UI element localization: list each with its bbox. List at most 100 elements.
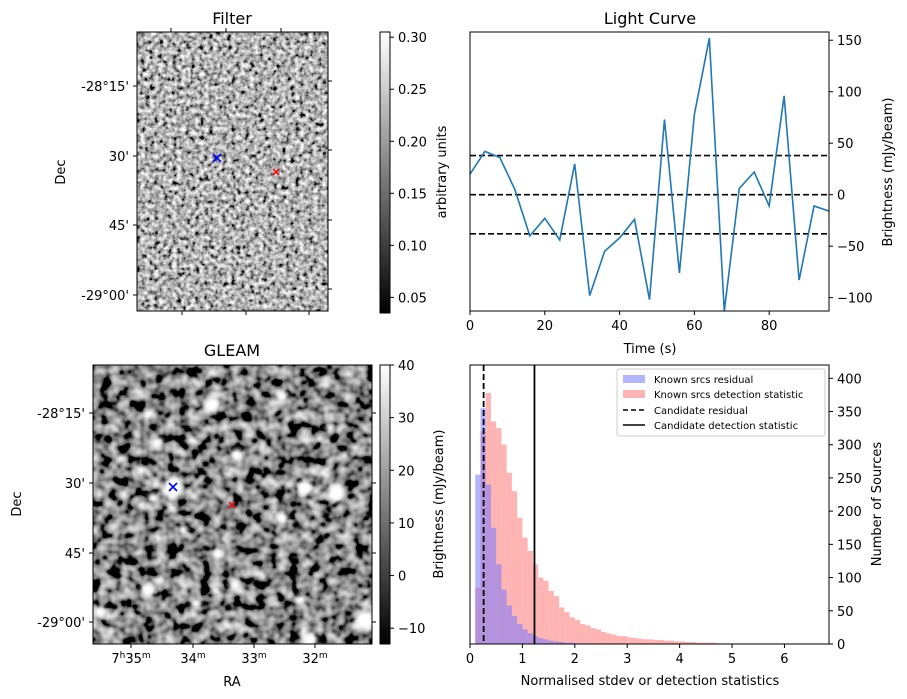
lightcurve-frame — [469, 31, 830, 312]
colorbar-tick-label: 20 — [398, 464, 415, 479]
colorbar-tick-label: 30 — [398, 412, 415, 427]
histogram-bar — [559, 642, 565, 644]
histogram-bar — [658, 640, 664, 644]
dec-tick-label: 45' — [65, 547, 85, 562]
y-tick-label: −100 — [837, 292, 873, 307]
y-tick-label: 50 — [837, 137, 854, 152]
histogram-panel: 0 1 2 3 4 5 6 0 50 100 150 200 250 300 350 400 Normalis… — [466, 364, 885, 689]
y-tick-label: 350 — [837, 406, 862, 421]
filter-panel: Filter -28°15' 30' 45' -29°00' Dec 0.30 0.25… — [54, 9, 450, 315]
histogram-xlabel: Normalised stdev or detection statistics — [521, 674, 780, 689]
histogram-bar — [517, 624, 523, 644]
gleam-ylabel: Dec — [10, 491, 25, 516]
legend-entry: Known srcs residual — [654, 375, 753, 386]
histogram-bar — [538, 577, 544, 644]
histogram-bar — [606, 633, 612, 644]
colorbar-tick-label: −10 — [398, 622, 425, 637]
colorbar-tick-label: 0 — [398, 570, 406, 585]
filter-colorbar — [379, 31, 391, 314]
histogram-bar — [684, 642, 691, 644]
histogram-bar — [553, 596, 560, 644]
histogram-bar — [679, 641, 685, 644]
gleam-panel: GLEAM — [10, 341, 447, 690]
filter-colorbar-ticks: 0.30 0.25 0.20 0.15 0.10 0.05 — [390, 31, 427, 306]
gleam-dec-ticks: -28°15' 30' 45' -29°00' — [37, 407, 93, 631]
y-tick-label: 50 — [837, 605, 854, 620]
y-tick-label: 0 — [837, 638, 845, 653]
histogram-bar — [553, 641, 560, 644]
y-tick-label: 100 — [837, 572, 862, 587]
histogram-bar — [569, 617, 575, 644]
dec-tick-label: -29°00' — [81, 289, 129, 304]
x-tick-label: 1 — [518, 652, 526, 667]
histogram-bar — [595, 629, 602, 644]
histogram-bar — [642, 639, 649, 644]
histogram-bar — [695, 642, 701, 644]
legend-entry: Candidate residual — [654, 406, 748, 417]
histogram-bar — [480, 408, 486, 644]
histogram-bar — [616, 636, 622, 644]
legend-entry: Candidate detection statistic — [654, 421, 798, 432]
histogram-bar — [532, 636, 539, 644]
histogram-bar — [506, 605, 512, 644]
x-tick-label: 3 — [623, 652, 631, 667]
histogram-bar — [705, 642, 712, 644]
legend-swatch — [623, 390, 645, 398]
histogram-bar — [711, 642, 717, 644]
histogram-bar — [700, 642, 706, 644]
legend-swatch — [623, 375, 645, 383]
x-tick-label: 4 — [675, 652, 683, 667]
gleam-frame — [92, 364, 373, 645]
histogram-bar — [590, 628, 596, 644]
colorbar-tick-label: 10 — [398, 517, 415, 532]
x-tick-label: 0 — [466, 652, 474, 667]
lightcurve-xlabel: Time (s) — [623, 342, 677, 357]
histogram-bar — [627, 637, 633, 644]
histogram-bar — [611, 634, 617, 644]
histogram-bar — [527, 551, 533, 644]
histogram-bar — [632, 638, 638, 644]
histogram-bar — [574, 620, 581, 644]
x-tick-label: 40 — [611, 319, 628, 334]
histogram-bar — [532, 564, 539, 644]
histogram-ylabel: Number of Sources — [870, 442, 885, 567]
histogram-bar — [506, 472, 512, 644]
histogram-bar — [490, 527, 497, 644]
histogram-bar — [548, 590, 554, 644]
y-tick-label: 400 — [837, 372, 862, 387]
histogram-bar — [637, 638, 643, 644]
x-tick-label: 20 — [537, 319, 554, 334]
dec-tick-label: -28°15' — [37, 407, 85, 422]
colorbar-tick-label: 0.05 — [398, 291, 427, 306]
histogram-bar — [674, 641, 680, 644]
gleam-colorbar-ticks: 40 30 20 10 0 −10 — [390, 359, 425, 637]
histogram-bar — [511, 491, 518, 644]
gleam-extra-ticks — [372, 412, 376, 623]
gleam-xlabel: RA — [223, 675, 241, 690]
filter-image — [137, 32, 328, 311]
filter-colorbar-label: arbitrary units — [435, 125, 450, 218]
legend-entry: Known srcs detection statistic — [654, 390, 803, 401]
histogram-frame — [469, 364, 830, 645]
histogram-bar — [653, 640, 659, 644]
y-tick-label: 100 — [837, 86, 862, 101]
gleam-colorbar-label: Brightness (mJy/beam) — [432, 430, 447, 579]
histogram-bar — [669, 640, 675, 644]
histogram-bar — [601, 632, 607, 644]
x-tick-label: 0 — [466, 319, 474, 334]
gleam-ra-ticks: 7h35m 34m 33m 32m — [111, 644, 328, 667]
histogram-bar — [501, 589, 507, 644]
dec-tick-label: 30' — [65, 477, 85, 492]
filter-dec-ticks: -28°15' 30' 45' -29°00' — [81, 80, 137, 304]
histogram-bar — [527, 633, 533, 644]
ra-tick-label: 33m — [241, 651, 266, 667]
colorbar-tick-label: 40 — [398, 359, 415, 374]
histogram-bar — [496, 428, 502, 644]
x-tick-label: 5 — [728, 652, 736, 667]
colorbar-tick-label: 0.15 — [398, 187, 427, 202]
histogram-bar — [580, 624, 586, 644]
y-tick-label: 150 — [837, 34, 862, 49]
dec-tick-label: -28°15' — [81, 80, 129, 95]
colorbar-tick-label: 0.25 — [398, 83, 427, 98]
filter-reference-marker — [272, 168, 280, 176]
